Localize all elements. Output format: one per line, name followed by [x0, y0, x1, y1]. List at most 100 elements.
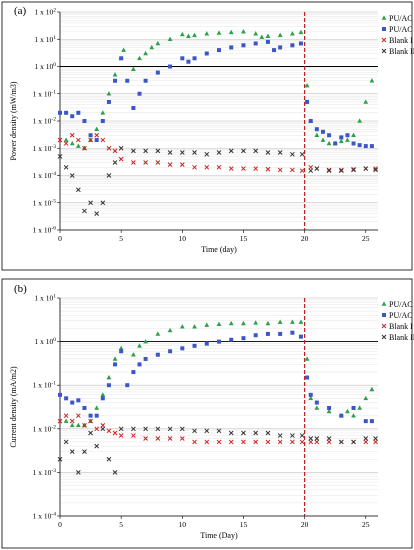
data-point: [314, 166, 320, 171]
data-point: [155, 426, 161, 432]
data-point: [118, 345, 124, 351]
data-point: [100, 396, 105, 401]
data-point: [363, 166, 369, 171]
legend-marker: [381, 323, 387, 329]
data-point: [180, 346, 185, 351]
data-point: [338, 168, 344, 174]
data-point: [277, 433, 283, 438]
x-tick-label: 5: [119, 234, 123, 243]
data-point: [253, 320, 259, 325]
data-point: [314, 132, 320, 138]
data-point: [290, 43, 295, 48]
data-point: [168, 349, 173, 354]
data-point: [253, 31, 259, 36]
y-tick-label: 1 x 10-4: [33, 512, 57, 521]
data-point: [351, 439, 356, 445]
data-point: [241, 430, 246, 436]
data-point: [137, 55, 142, 61]
legend-label: Blank I: [389, 322, 413, 331]
data-point: [363, 436, 369, 441]
data-point: [277, 439, 283, 445]
data-point: [57, 456, 63, 462]
data-point: [204, 151, 210, 157]
data-point: [94, 443, 100, 449]
data-point: [192, 343, 197, 348]
data-point: [345, 133, 350, 138]
data-point: [357, 405, 363, 410]
data-point: [88, 200, 93, 206]
data-point: [338, 167, 344, 173]
y-tick-label: 1 x 10-4: [33, 171, 57, 180]
y-tick-label: 1 x 10-3: [33, 144, 57, 153]
data-point: [63, 137, 69, 142]
data-point: [100, 110, 106, 115]
data-point: [125, 383, 130, 388]
data-point: [179, 324, 185, 329]
data-point: [373, 436, 378, 441]
data-point: [265, 331, 270, 336]
data-point: [241, 320, 246, 326]
data-point: [57, 137, 63, 143]
data-point: [369, 78, 375, 83]
data-point: [88, 418, 93, 424]
y-tick-label: 1 x 10-1: [33, 89, 57, 98]
legend-label: PU/AC II: [389, 25, 414, 34]
y-tick-label: 1 x 10-3: [33, 468, 57, 477]
data-point: [338, 138, 344, 144]
data-point: [167, 327, 173, 333]
data-point: [351, 166, 356, 172]
data-point: [63, 413, 69, 419]
data-point: [290, 439, 295, 445]
x-tick-label: 10: [179, 234, 187, 243]
data-point: [326, 436, 332, 441]
data-point: [277, 32, 283, 38]
data-point: [369, 386, 375, 392]
x-axis-title: Time (Day): [200, 531, 238, 540]
data-point: [265, 320, 271, 326]
data-point: [229, 45, 234, 50]
x-tick-label: 25: [362, 234, 370, 243]
series-pu-ac-i: [63, 29, 375, 151]
data-point: [155, 436, 161, 441]
data-point: [143, 356, 148, 361]
data-point: [326, 140, 332, 146]
data-point: [192, 428, 197, 434]
data-point: [298, 334, 303, 339]
data-point: [253, 430, 259, 436]
data-point: [204, 322, 210, 327]
data-point: [308, 439, 314, 445]
x-tick-label: 15: [240, 234, 248, 243]
data-point: [204, 31, 210, 36]
data-point: [305, 375, 310, 380]
data-point: [112, 160, 118, 165]
data-point: [100, 137, 106, 143]
data-point: [289, 319, 295, 324]
data-point: [228, 166, 234, 171]
legend-marker: [381, 15, 387, 20]
data-point: [155, 148, 161, 154]
data-point: [179, 436, 185, 441]
legend-marker: [381, 48, 387, 54]
data-point: [326, 168, 332, 174]
data-point: [339, 135, 344, 140]
data-point: [298, 41, 303, 46]
data-point: [167, 36, 173, 42]
data-point: [304, 82, 310, 88]
data-point: [143, 339, 149, 344]
data-point: [299, 151, 305, 157]
data-point: [155, 352, 160, 357]
data-point: [88, 133, 93, 138]
panel-border: [1, 278, 413, 549]
data-point: [155, 160, 161, 165]
y-tick-label: 1 x 10-5: [33, 198, 57, 207]
data-point: [304, 356, 310, 361]
data-point: [228, 430, 234, 436]
data-point: [278, 45, 283, 50]
data-point: [63, 439, 69, 445]
data-point: [265, 430, 271, 436]
data-point: [82, 208, 87, 214]
data-point: [113, 78, 118, 83]
data-point: [338, 439, 344, 445]
data-point: [326, 439, 332, 445]
